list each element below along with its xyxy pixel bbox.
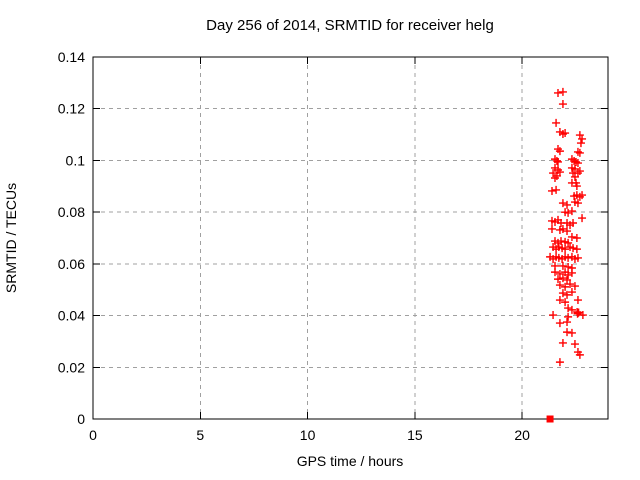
data-point <box>563 290 572 299</box>
data-point <box>554 157 563 166</box>
data-point <box>549 311 558 320</box>
data-point <box>563 227 572 236</box>
data-point <box>561 245 570 254</box>
data-point <box>552 156 561 165</box>
data-point <box>569 244 578 253</box>
data-point <box>555 147 564 156</box>
data-point <box>567 288 576 297</box>
data-point <box>563 328 572 337</box>
data-point <box>567 305 576 314</box>
data-point <box>552 118 561 127</box>
data-point <box>555 358 564 367</box>
data-point <box>573 147 582 156</box>
x-tick-label: 10 <box>300 427 316 443</box>
data-point <box>575 167 584 176</box>
data-point <box>564 304 573 313</box>
data-point <box>564 312 573 321</box>
data-points-layer <box>546 87 587 423</box>
y-tick-label: 0.08 <box>58 204 85 220</box>
data-point <box>564 238 573 247</box>
y-tick-label: 0.04 <box>58 308 85 324</box>
data-point <box>563 200 572 209</box>
x-tick-label: 20 <box>514 427 530 443</box>
data-point <box>558 274 567 283</box>
data-point <box>554 275 563 284</box>
data-point <box>575 350 584 359</box>
data-point <box>555 319 564 328</box>
grid-layer <box>93 57 608 419</box>
data-point <box>554 88 563 97</box>
data-point <box>558 224 567 233</box>
data-point <box>557 237 566 246</box>
data-point <box>547 224 556 233</box>
data-point <box>567 328 576 337</box>
data-point <box>564 262 573 271</box>
data-point <box>567 207 576 216</box>
data-point <box>558 100 567 109</box>
data-point <box>572 157 581 166</box>
data-point <box>578 134 587 143</box>
data-point <box>561 298 570 307</box>
data-point <box>573 296 582 305</box>
tick-label-layer: 0 5 10 15 20 0 0.02 0.04 0.06 0.08 0.1 0.12 0.14 <box>58 49 530 443</box>
data-point <box>570 340 579 349</box>
data-point <box>573 253 582 262</box>
data-point <box>572 245 581 254</box>
plot-frame <box>92 56 609 420</box>
data-point <box>563 275 572 284</box>
data-point <box>570 164 579 173</box>
data-point <box>564 253 573 262</box>
data-point <box>566 280 575 289</box>
data-point <box>567 232 576 241</box>
data-point <box>552 185 561 194</box>
y-tick-label: 0.02 <box>58 359 85 375</box>
data-point <box>550 174 559 183</box>
data-point <box>574 308 583 317</box>
data-point <box>561 129 570 138</box>
data-point <box>573 309 582 318</box>
data-point <box>561 282 570 291</box>
data-point <box>572 182 581 191</box>
chart-title: Day 256 of 2014, SRMTID for receiver hel… <box>206 17 494 34</box>
data-point <box>555 296 564 305</box>
x-tick-label: 0 <box>89 427 97 443</box>
x-axis-label: GPS time / hours <box>297 453 404 469</box>
data-point <box>554 145 563 154</box>
data-point <box>576 139 585 148</box>
data-point <box>555 281 564 290</box>
data-point <box>573 159 582 168</box>
y-tick-label: 0.06 <box>58 256 85 272</box>
data-point <box>567 268 576 277</box>
data-point <box>578 214 587 223</box>
data-point <box>578 191 587 200</box>
data-point <box>558 338 567 347</box>
y-tick-label: 0.12 <box>58 101 85 117</box>
y-tick-label: 0 <box>77 411 85 427</box>
data-point <box>558 289 567 298</box>
x-tick-label: 5 <box>196 427 204 443</box>
y-tick-label: 0.1 <box>66 152 86 168</box>
y-axis-label: SRMTID / TECUs <box>3 183 19 293</box>
data-point <box>547 186 556 195</box>
data-point-square <box>546 415 554 423</box>
data-point <box>563 318 572 327</box>
data-point <box>578 311 587 320</box>
frame-layer <box>92 56 609 420</box>
data-point <box>572 234 581 242</box>
data-point <box>550 268 559 277</box>
x-tick-label: 15 <box>407 427 423 443</box>
data-point <box>564 208 573 217</box>
data-point <box>558 199 567 208</box>
data-point <box>558 261 567 270</box>
data-point <box>573 199 582 208</box>
data-point <box>555 269 564 278</box>
data-point <box>558 87 567 96</box>
data-point <box>575 148 584 157</box>
data-point <box>569 219 578 228</box>
data-point <box>570 282 579 291</box>
data-point <box>570 172 579 181</box>
y-tick-label: 0.14 <box>58 49 85 65</box>
